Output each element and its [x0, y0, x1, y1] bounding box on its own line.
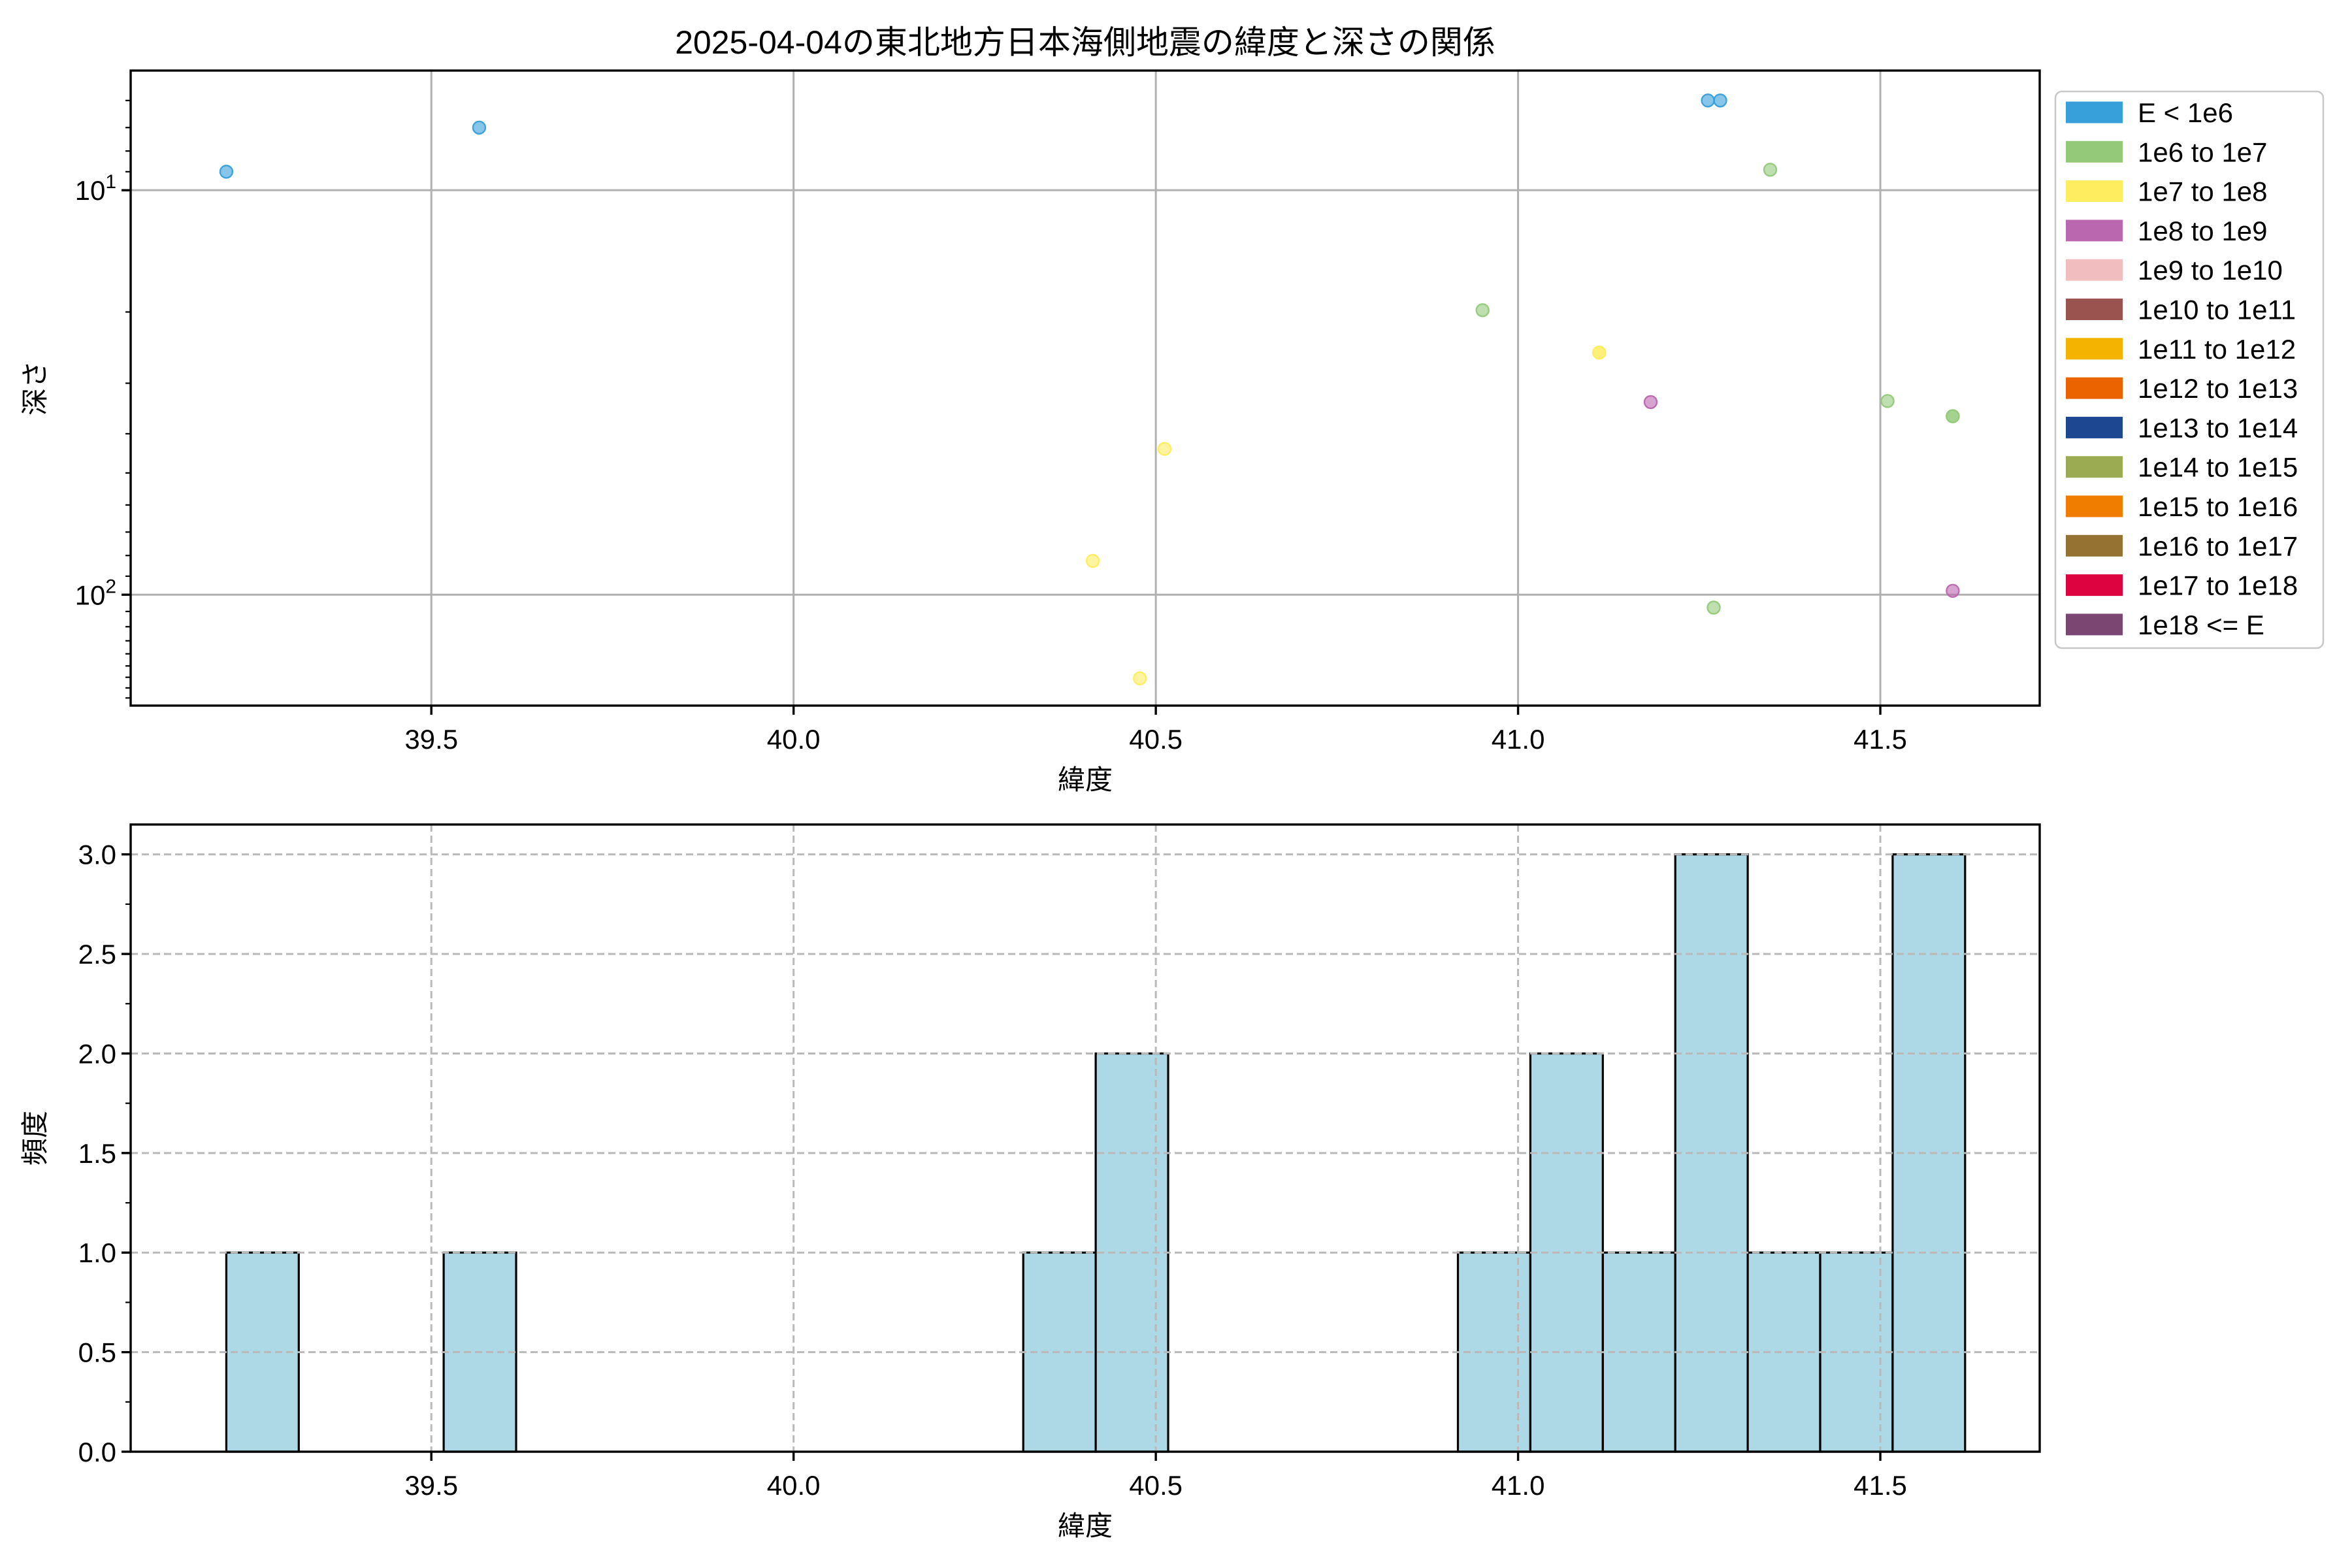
legend-entry: 1e16 to 1e17 — [2066, 531, 2298, 561]
legend-swatch — [2066, 180, 2123, 203]
y-tick-label: 3.0 — [78, 840, 116, 870]
legend-label: 1e18 <= E — [2138, 610, 2264, 640]
legend-swatch — [2066, 259, 2123, 281]
legend-entry: 1e9 to 1e10 — [2066, 255, 2283, 286]
x-axis-label: 緯度 — [1058, 1511, 1113, 1541]
legend-swatch — [2066, 456, 2123, 478]
scatter-point — [472, 120, 487, 135]
x-tick-label: 40.5 — [1129, 1470, 1183, 1501]
legend-label: 1e12 to 1e13 — [2138, 373, 2298, 404]
legend-entry: 1e11 to 1e12 — [2066, 334, 2296, 365]
legend-label: 1e14 to 1e15 — [2138, 452, 2298, 483]
legend-label: 1e15 to 1e16 — [2138, 491, 2298, 522]
legend-label: 1e9 to 1e10 — [2138, 255, 2283, 286]
legend-swatch — [2066, 416, 2123, 438]
legend-label: 1e16 to 1e17 — [2138, 531, 2298, 561]
y-tick-label: 1.0 — [78, 1237, 116, 1268]
legend-entry: E < 1e6 — [2066, 97, 2233, 128]
y-tick-label: 0.0 — [78, 1437, 116, 1467]
y-tick-label: 2.0 — [78, 1038, 116, 1069]
legend-entry: 1e7 to 1e8 — [2066, 176, 2268, 207]
legend-entry: 1e17 to 1e18 — [2066, 570, 2298, 601]
scatter-point — [1946, 583, 1960, 598]
scatter-point — [1475, 303, 1490, 318]
legend-label: 1e8 to 1e9 — [2138, 216, 2268, 246]
y-tick-label: 102 — [75, 576, 116, 610]
legend-label: 1e6 to 1e7 — [2138, 137, 2268, 167]
legend-swatch — [2066, 613, 2123, 636]
scatter-point — [1713, 93, 1727, 108]
legend-label: 1e13 to 1e14 — [2138, 412, 2298, 443]
x-tick-label: 40.0 — [767, 724, 821, 755]
x-tick-label: 39.5 — [404, 724, 458, 755]
y-tick-label: 101 — [75, 171, 116, 206]
legend: E < 1e6 1e6 to 1e7 1e7 to 1e8 1e8 to 1e9 1e9… — [2054, 90, 2325, 649]
legend-label: 1e7 to 1e8 — [2138, 176, 2268, 207]
legend-swatch — [2066, 101, 2123, 123]
scatter-point — [219, 165, 234, 179]
scatter-point — [1880, 394, 1895, 408]
legend-swatch — [2066, 338, 2123, 360]
x-tick-label: 41.0 — [1492, 724, 1545, 755]
scatter-point — [1157, 442, 1172, 456]
scatter-points — [219, 93, 1960, 686]
scatter-point — [1643, 395, 1658, 410]
scatter-point — [1763, 163, 1778, 177]
x-tick-label: 41.0 — [1492, 1470, 1545, 1501]
scatter-point — [1946, 409, 1960, 423]
x-tick-label: 40.5 — [1129, 724, 1183, 755]
scatter-axes: 39.5 40.0 40.5 41.0 41.5 101 102 緯度 深さ 2025-04-04… — [20, 24, 2041, 795]
legend-entry: 1e10 to 1e11 — [2066, 295, 2296, 325]
y-tick-label: 2.5 — [78, 939, 116, 970]
y-tick-label: 1.5 — [78, 1138, 116, 1169]
x-tick-label: 40.0 — [767, 1470, 821, 1501]
scatter-point — [1707, 600, 1721, 615]
legend-label: 1e10 to 1e11 — [2138, 295, 2296, 325]
histogram-spines — [129, 823, 2041, 1453]
x-tick-label: 41.5 — [1854, 724, 1907, 755]
legend-label: 1e17 to 1e18 — [2138, 570, 2298, 601]
x-tick-label: 39.5 — [404, 1470, 458, 1501]
figure-title: 2025-04-04の東北地方日本海側地震の緯度と深さの関係 — [675, 24, 1495, 61]
legend-swatch — [2066, 534, 2123, 557]
legend-swatch — [2066, 140, 2123, 163]
legend-entry: 1e15 to 1e16 — [2066, 491, 2298, 522]
legend-swatch — [2066, 495, 2123, 517]
y-axis-label: 深さ — [20, 361, 50, 416]
legend-entry: 1e13 to 1e14 — [2066, 412, 2298, 443]
legend-swatch — [2066, 220, 2123, 242]
legend-swatch — [2066, 377, 2123, 399]
x-axis-label: 緯度 — [1058, 764, 1113, 795]
scatter-point — [1592, 346, 1607, 360]
legend-label: E < 1e6 — [2138, 97, 2233, 128]
scatter-point — [1701, 93, 1715, 108]
y-axis-label: 頻度 — [20, 1111, 50, 1166]
legend-entry: 1e18 <= E — [2066, 610, 2264, 640]
legend-swatch — [2066, 574, 2123, 596]
legend-entry: 1e12 to 1e13 — [2066, 373, 2298, 404]
scatter-spines — [129, 69, 2041, 707]
y-tick-label: 0.5 — [78, 1337, 116, 1368]
legend-swatch — [2066, 299, 2123, 320]
legend-entry: 1e6 to 1e7 — [2066, 137, 2268, 167]
legend-entry: 1e8 to 1e9 — [2066, 216, 2268, 246]
legend-label: 1e11 to 1e12 — [2138, 334, 2296, 365]
legend-entry: 1e14 to 1e15 — [2066, 452, 2298, 483]
scatter-point — [1085, 553, 1100, 568]
legend-box — [2054, 90, 2325, 649]
scatter-point — [1132, 671, 1147, 686]
x-tick-label: 41.5 — [1854, 1470, 1907, 1501]
histogram-axes: 39.5 40.0 40.5 41.0 41.5 0.0 0.5 1.0 1.5 2.0 2.5 3.… — [20, 823, 2041, 1541]
